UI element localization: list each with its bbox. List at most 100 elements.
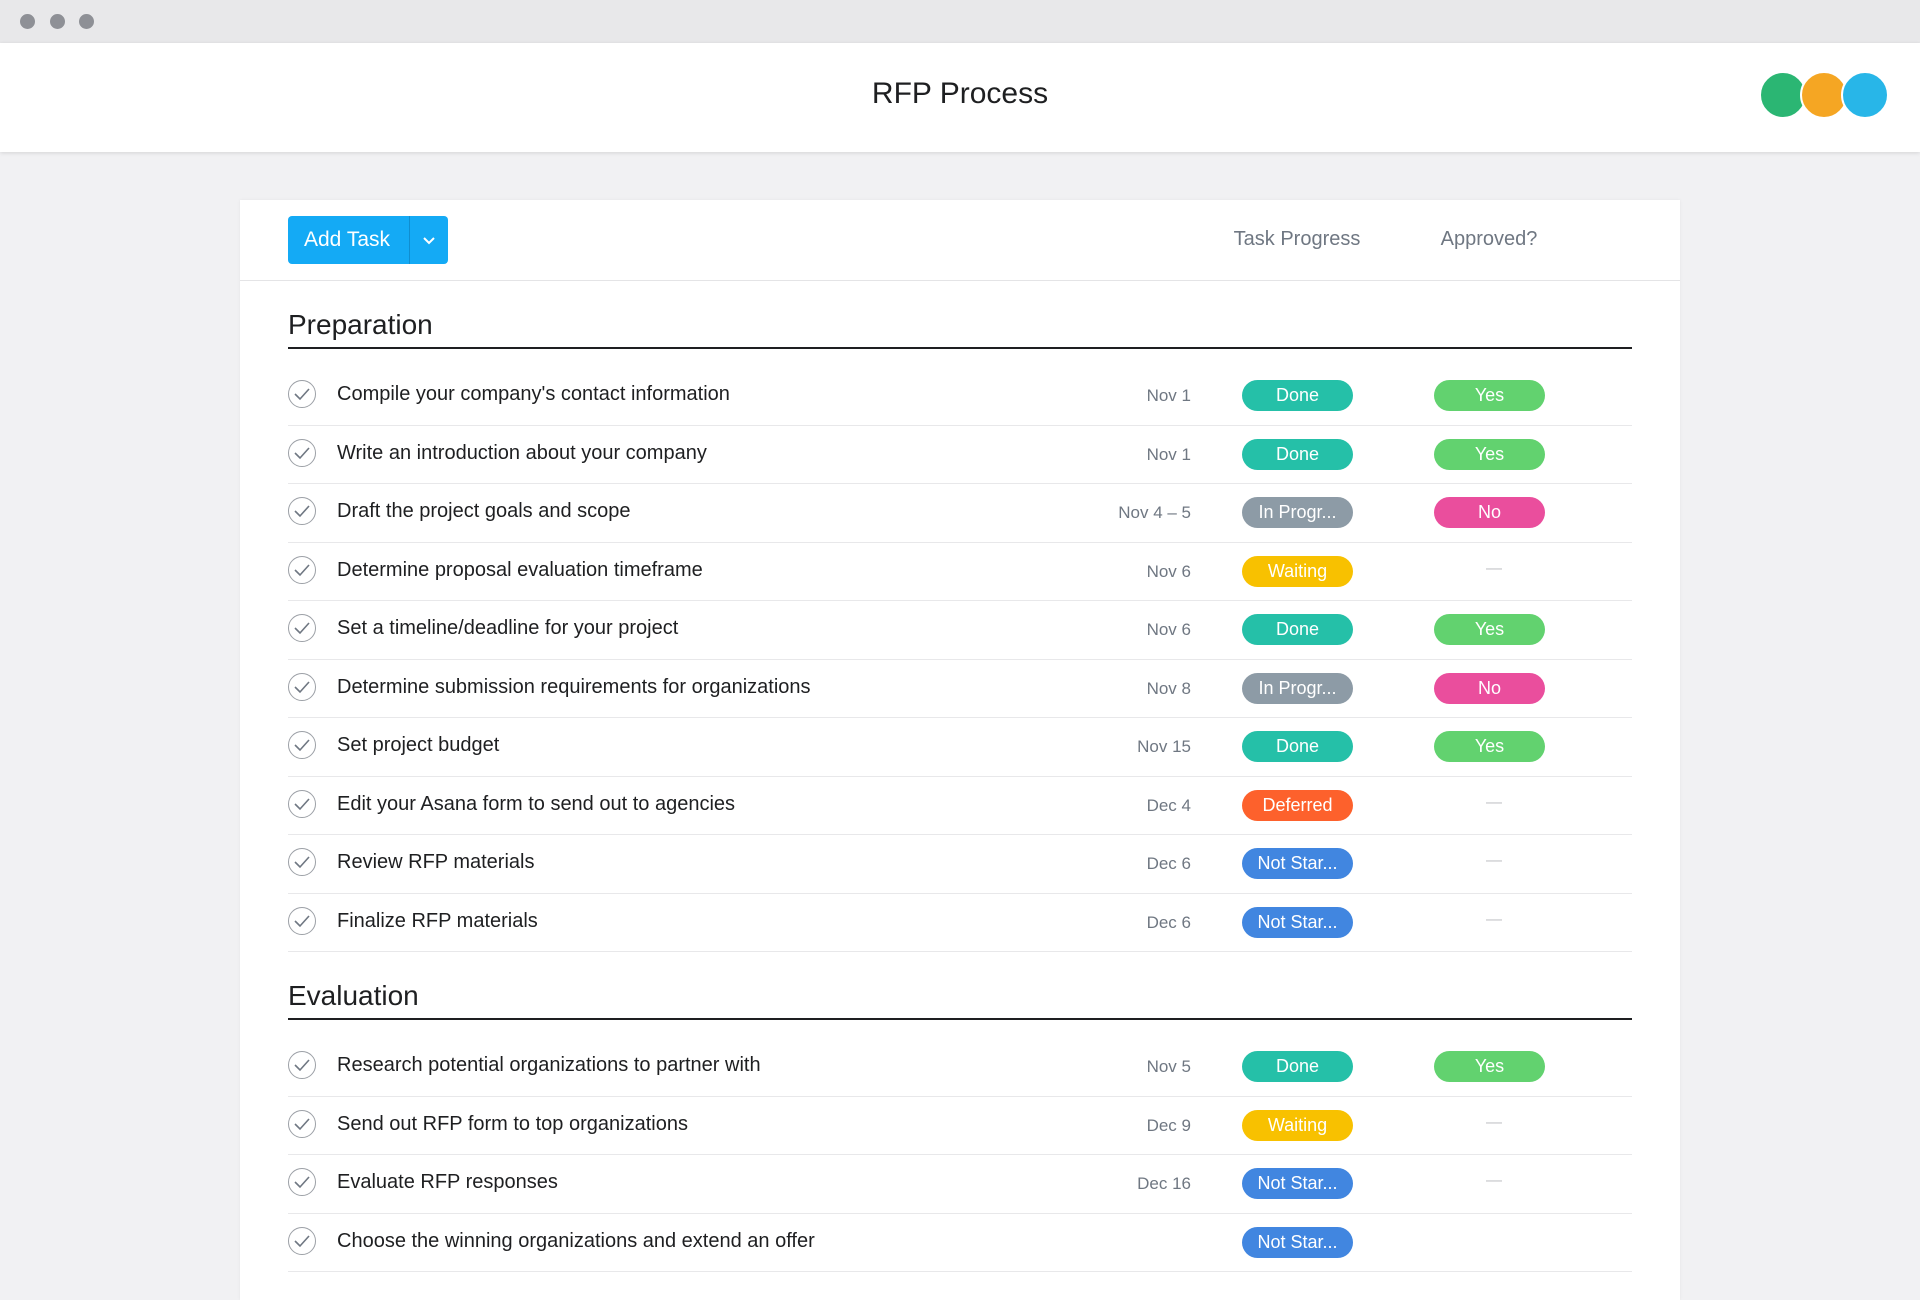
approved-empty: — <box>1486 1172 1502 1189</box>
approved-empty: — <box>1486 910 1502 928</box>
progress-tag[interactable]: Done <box>1242 614 1353 645</box>
approved-empty: — <box>1486 852 1502 869</box>
column-header[interactable]: Task Progress <box>1233 228 1361 250</box>
due-date: Nov 6 <box>1146 620 1191 639</box>
project-title: RFP Process <box>871 77 1049 110</box>
task-row[interactable]: Evaluate RFP responses Dec 16 Not Star... — <box>288 1155 1632 1214</box>
task-name[interactable]: Choose the winning organizations and ext… <box>337 1229 815 1252</box>
task-row[interactable]: Determine proposal evaluation timeframe N… <box>288 543 1632 601</box>
sections: Preparation Compile your company's contac… <box>240 281 1680 1272</box>
complete-checkbox[interactable] <box>288 438 316 467</box>
progress-tag[interactable]: Not Star... <box>1242 906 1353 938</box>
window-dot[interactable] <box>50 14 65 29</box>
window-dot[interactable] <box>20 14 35 29</box>
progress-tag[interactable]: In Progr... <box>1242 497 1353 528</box>
complete-checkbox[interactable] <box>288 848 316 876</box>
progress-tag[interactable]: Done <box>1242 1051 1353 1082</box>
task-row[interactable]: Research potential organizations to part… <box>288 1038 1632 1097</box>
due-date: Nov 1 <box>1146 444 1191 464</box>
header: RFP Process <box>0 43 1920 152</box>
toolbar: Add Task Task Progress Approved? <box>240 200 1680 281</box>
task-name[interactable]: Set a timeline/deadline for your project <box>337 617 679 639</box>
progress-tag[interactable]: Not Star... <box>1242 1168 1353 1199</box>
approved-tag[interactable]: Yes <box>1434 731 1545 762</box>
task-name[interactable]: Determine proposal evaluation timeframe <box>337 558 703 581</box>
complete-checkbox[interactable] <box>288 906 316 935</box>
due-date: Nov 5 <box>1146 1057 1191 1076</box>
task-name[interactable]: Determine submission requirements for or… <box>337 675 811 698</box>
approved-tag[interactable]: Yes <box>1434 1051 1545 1082</box>
progress-tag[interactable]: Waiting <box>1242 1109 1353 1141</box>
task-name[interactable]: Finalize RFP materials <box>337 909 538 932</box>
complete-checkbox[interactable] <box>288 497 316 525</box>
task-row[interactable]: Compile your company's contact informati… <box>288 367 1632 426</box>
task-name[interactable]: Review RFP materials <box>337 851 535 873</box>
task-row[interactable]: Set project budget Nov 15 Done Yes <box>288 718 1632 777</box>
section: Preparation Compile your company's contac… <box>288 281 1632 952</box>
window-bar <box>0 0 1920 43</box>
approved-tag[interactable]: Yes <box>1434 380 1545 411</box>
complete-checkbox[interactable] <box>288 555 316 584</box>
complete-checkbox[interactable] <box>288 1109 316 1138</box>
approved-tag[interactable]: Yes <box>1434 438 1545 470</box>
task-name[interactable]: Set project budget <box>337 734 500 756</box>
due-date: Dec 6 <box>1146 912 1191 932</box>
due-date: Dec 6 <box>1146 854 1191 873</box>
progress-tag[interactable]: In Progr... <box>1242 672 1353 704</box>
complete-checkbox[interactable] <box>288 672 316 701</box>
due-date: Nov 15 <box>1137 737 1191 756</box>
progress-tag[interactable]: Done <box>1242 438 1353 470</box>
due-date: Nov 1 <box>1146 386 1191 405</box>
task-row[interactable]: Edit your Asana form to send out to agen… <box>288 777 1632 835</box>
due-date: Nov 8 <box>1146 678 1191 698</box>
avatar[interactable] <box>1841 71 1889 119</box>
approved-empty: — <box>1486 559 1502 577</box>
task-row[interactable]: Finalize RFP materials Dec 6 Not Star... — <box>288 894 1632 952</box>
dropdown[interactable] <box>409 216 448 264</box>
avatar[interactable] <box>1759 71 1807 119</box>
section-title: Preparation <box>288 281 1632 349</box>
task-name[interactable]: Draft the project goals and scope <box>337 500 631 522</box>
approved-tag[interactable]: No <box>1434 672 1545 704</box>
complete-checkbox[interactable] <box>288 789 316 818</box>
avatar[interactable] <box>1800 71 1848 119</box>
task-name[interactable]: Edit your Asana form to send out to agen… <box>337 792 736 815</box>
complete-checkbox[interactable] <box>288 380 316 408</box>
rows: Compile your company's contact informati… <box>288 349 1632 952</box>
approved-empty: — <box>1486 1113 1502 1131</box>
task-row[interactable]: Choose the winning organizations and ext… <box>288 1214 1632 1272</box>
complete-checkbox[interactable] <box>288 1168 316 1196</box>
approved-tag[interactable]: No <box>1434 497 1545 528</box>
complete-checkbox[interactable] <box>288 614 316 642</box>
add-task-button[interactable]: Add Task <box>288 216 448 264</box>
task-name[interactable]: Send out RFP form to top organizations <box>337 1112 688 1135</box>
column-header[interactable]: Approved? <box>1440 228 1538 250</box>
button-label: Add Task <box>304 228 390 251</box>
due-date: Nov 6 <box>1146 561 1191 581</box>
progress-tag[interactable]: Done <box>1242 380 1353 411</box>
complete-checkbox[interactable] <box>288 1226 316 1255</box>
progress-tag[interactable]: Waiting <box>1242 555 1353 587</box>
window-dot[interactable] <box>79 14 94 29</box>
task-name[interactable]: Write an introduction about your company <box>337 441 707 464</box>
task-row[interactable]: Write an introduction about your company… <box>288 426 1632 484</box>
complete-checkbox[interactable] <box>288 731 316 759</box>
task-name[interactable]: Compile your company's contact informati… <box>337 383 730 405</box>
progress-tag[interactable]: Deferred <box>1242 789 1353 821</box>
task-row[interactable]: Send out RFP form to top organizations De… <box>288 1097 1632 1155</box>
task-name[interactable]: Evaluate RFP responses <box>337 1171 558 1193</box>
task-row[interactable]: Determine submission requirements for or… <box>288 660 1632 718</box>
progress-tag[interactable]: Not Star... <box>1242 1226 1353 1258</box>
due-date: Dec 4 <box>1146 795 1191 815</box>
task-row[interactable]: Draft the project goals and scope Nov 4 –… <box>288 484 1632 543</box>
task-row[interactable]: Set a timeline/deadline for your project… <box>288 601 1632 660</box>
approved-tag[interactable]: Yes <box>1434 614 1545 645</box>
progress-tag[interactable]: Not Star... <box>1242 848 1353 879</box>
approved-empty: — <box>1486 793 1502 811</box>
task-name[interactable]: Research potential organizations to part… <box>337 1054 761 1076</box>
progress-tag[interactable]: Done <box>1242 731 1353 762</box>
section-title: Evaluation <box>288 952 1632 1020</box>
complete-checkbox[interactable] <box>288 1051 316 1079</box>
task-row[interactable]: Review RFP materials Dec 6 Not Star... — <box>288 835 1632 894</box>
